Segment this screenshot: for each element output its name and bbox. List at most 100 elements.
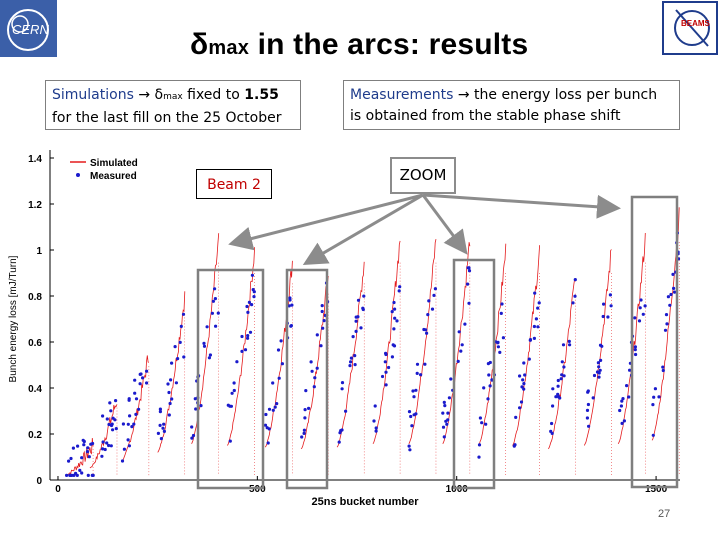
measured-point bbox=[182, 355, 186, 359]
measured-point bbox=[512, 444, 516, 448]
simulated-series-line bbox=[121, 355, 149, 462]
simulated-series-line bbox=[336, 261, 365, 448]
measured-point bbox=[501, 336, 505, 340]
simulated-series-line bbox=[442, 242, 471, 444]
measured-point bbox=[105, 417, 109, 421]
measured-point bbox=[393, 316, 397, 320]
simulated-series-line bbox=[191, 233, 220, 444]
measured-point bbox=[602, 302, 606, 306]
measured-point bbox=[179, 324, 183, 328]
simulated-series-line bbox=[478, 243, 507, 446]
measured-point bbox=[228, 439, 232, 443]
measured-point bbox=[101, 414, 105, 418]
measured-point bbox=[638, 306, 642, 310]
measured-point bbox=[107, 422, 111, 427]
measured-point bbox=[173, 345, 177, 349]
measured-point bbox=[536, 306, 540, 310]
measured-point bbox=[113, 418, 117, 422]
measured-point bbox=[550, 431, 554, 435]
measured-point bbox=[568, 343, 572, 347]
measured-point bbox=[167, 413, 171, 417]
measured-point bbox=[384, 352, 388, 357]
measured-point bbox=[619, 404, 624, 408]
measured-point bbox=[362, 294, 366, 298]
measured-point bbox=[457, 330, 461, 334]
measured-point bbox=[478, 416, 482, 420]
page-number: 27 bbox=[658, 508, 671, 520]
measured-point bbox=[585, 408, 590, 412]
measured-point bbox=[349, 360, 353, 364]
y-tick-label: 0.8 bbox=[28, 292, 42, 303]
measured-point bbox=[71, 446, 75, 450]
measured-point bbox=[340, 387, 344, 391]
measured-point bbox=[661, 365, 665, 369]
x-tick-label: 500 bbox=[249, 484, 266, 495]
measured-point bbox=[477, 455, 481, 459]
measured-point bbox=[410, 424, 414, 428]
simulated-series-line bbox=[227, 247, 255, 446]
measured-point bbox=[337, 440, 341, 444]
measured-point bbox=[407, 444, 411, 448]
measured-point bbox=[467, 266, 471, 270]
measured-point bbox=[133, 378, 137, 382]
measured-point bbox=[208, 353, 212, 357]
measured-point bbox=[411, 389, 415, 393]
measured-point bbox=[247, 300, 251, 304]
measured-point bbox=[354, 319, 358, 323]
measured-point bbox=[134, 397, 139, 401]
measured-point bbox=[168, 401, 172, 406]
measured-point bbox=[230, 391, 234, 395]
measured-point bbox=[536, 325, 540, 329]
zoom-frame bbox=[285, 268, 329, 490]
measured-point bbox=[532, 324, 537, 329]
measured-point bbox=[276, 348, 281, 352]
measured-point bbox=[427, 299, 431, 303]
measured-point bbox=[666, 295, 671, 299]
measured-point bbox=[527, 357, 531, 361]
measured-point bbox=[477, 443, 482, 447]
measured-point bbox=[210, 311, 214, 315]
measured-point bbox=[672, 286, 676, 290]
zoom-arrow bbox=[228, 193, 424, 251]
measured-point bbox=[490, 378, 494, 382]
measured-point bbox=[213, 297, 217, 301]
measured-point bbox=[551, 387, 555, 391]
measured-point bbox=[101, 440, 105, 444]
measured-point bbox=[447, 396, 451, 400]
measured-point bbox=[120, 459, 125, 463]
measured-point bbox=[449, 377, 453, 381]
measured-point bbox=[554, 395, 558, 399]
measured-point bbox=[114, 399, 118, 403]
measured-point bbox=[158, 410, 162, 414]
measured-point bbox=[430, 307, 435, 311]
measured-point bbox=[340, 381, 345, 385]
measurements-box: Measurements → the energy loss per bunch… bbox=[343, 80, 680, 130]
measured-point bbox=[397, 289, 401, 293]
measured-point bbox=[627, 395, 631, 399]
measured-point bbox=[634, 352, 638, 357]
measured-point bbox=[312, 385, 316, 389]
measured-point bbox=[562, 374, 566, 378]
measured-point bbox=[665, 322, 669, 326]
measured-point bbox=[432, 293, 436, 297]
measured-point bbox=[315, 333, 319, 337]
measured-point bbox=[275, 402, 279, 406]
measured-point bbox=[252, 295, 256, 299]
beams-logo: BEAMS bbox=[662, 0, 720, 57]
measured-point bbox=[138, 372, 142, 376]
measured-point bbox=[72, 473, 76, 477]
measured-point bbox=[250, 303, 254, 307]
measured-point bbox=[121, 422, 125, 426]
measured-point bbox=[522, 387, 526, 391]
measured-point bbox=[597, 371, 601, 375]
measured-point bbox=[122, 447, 126, 451]
measured-point bbox=[68, 473, 72, 477]
svg-text:CERN: CERN bbox=[12, 22, 49, 37]
measured-point bbox=[250, 273, 254, 277]
measured-point bbox=[532, 336, 537, 340]
measured-point bbox=[671, 272, 675, 276]
measured-point bbox=[145, 381, 149, 385]
measured-point bbox=[82, 443, 86, 447]
measured-point bbox=[145, 369, 149, 373]
measured-point bbox=[459, 349, 463, 353]
